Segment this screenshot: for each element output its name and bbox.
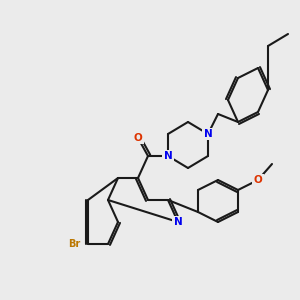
- Text: N: N: [174, 217, 182, 227]
- Text: Br: Br: [68, 239, 80, 249]
- Text: N: N: [204, 129, 212, 139]
- Text: N: N: [164, 151, 172, 161]
- Text: O: O: [134, 133, 142, 143]
- Text: O: O: [254, 175, 262, 185]
